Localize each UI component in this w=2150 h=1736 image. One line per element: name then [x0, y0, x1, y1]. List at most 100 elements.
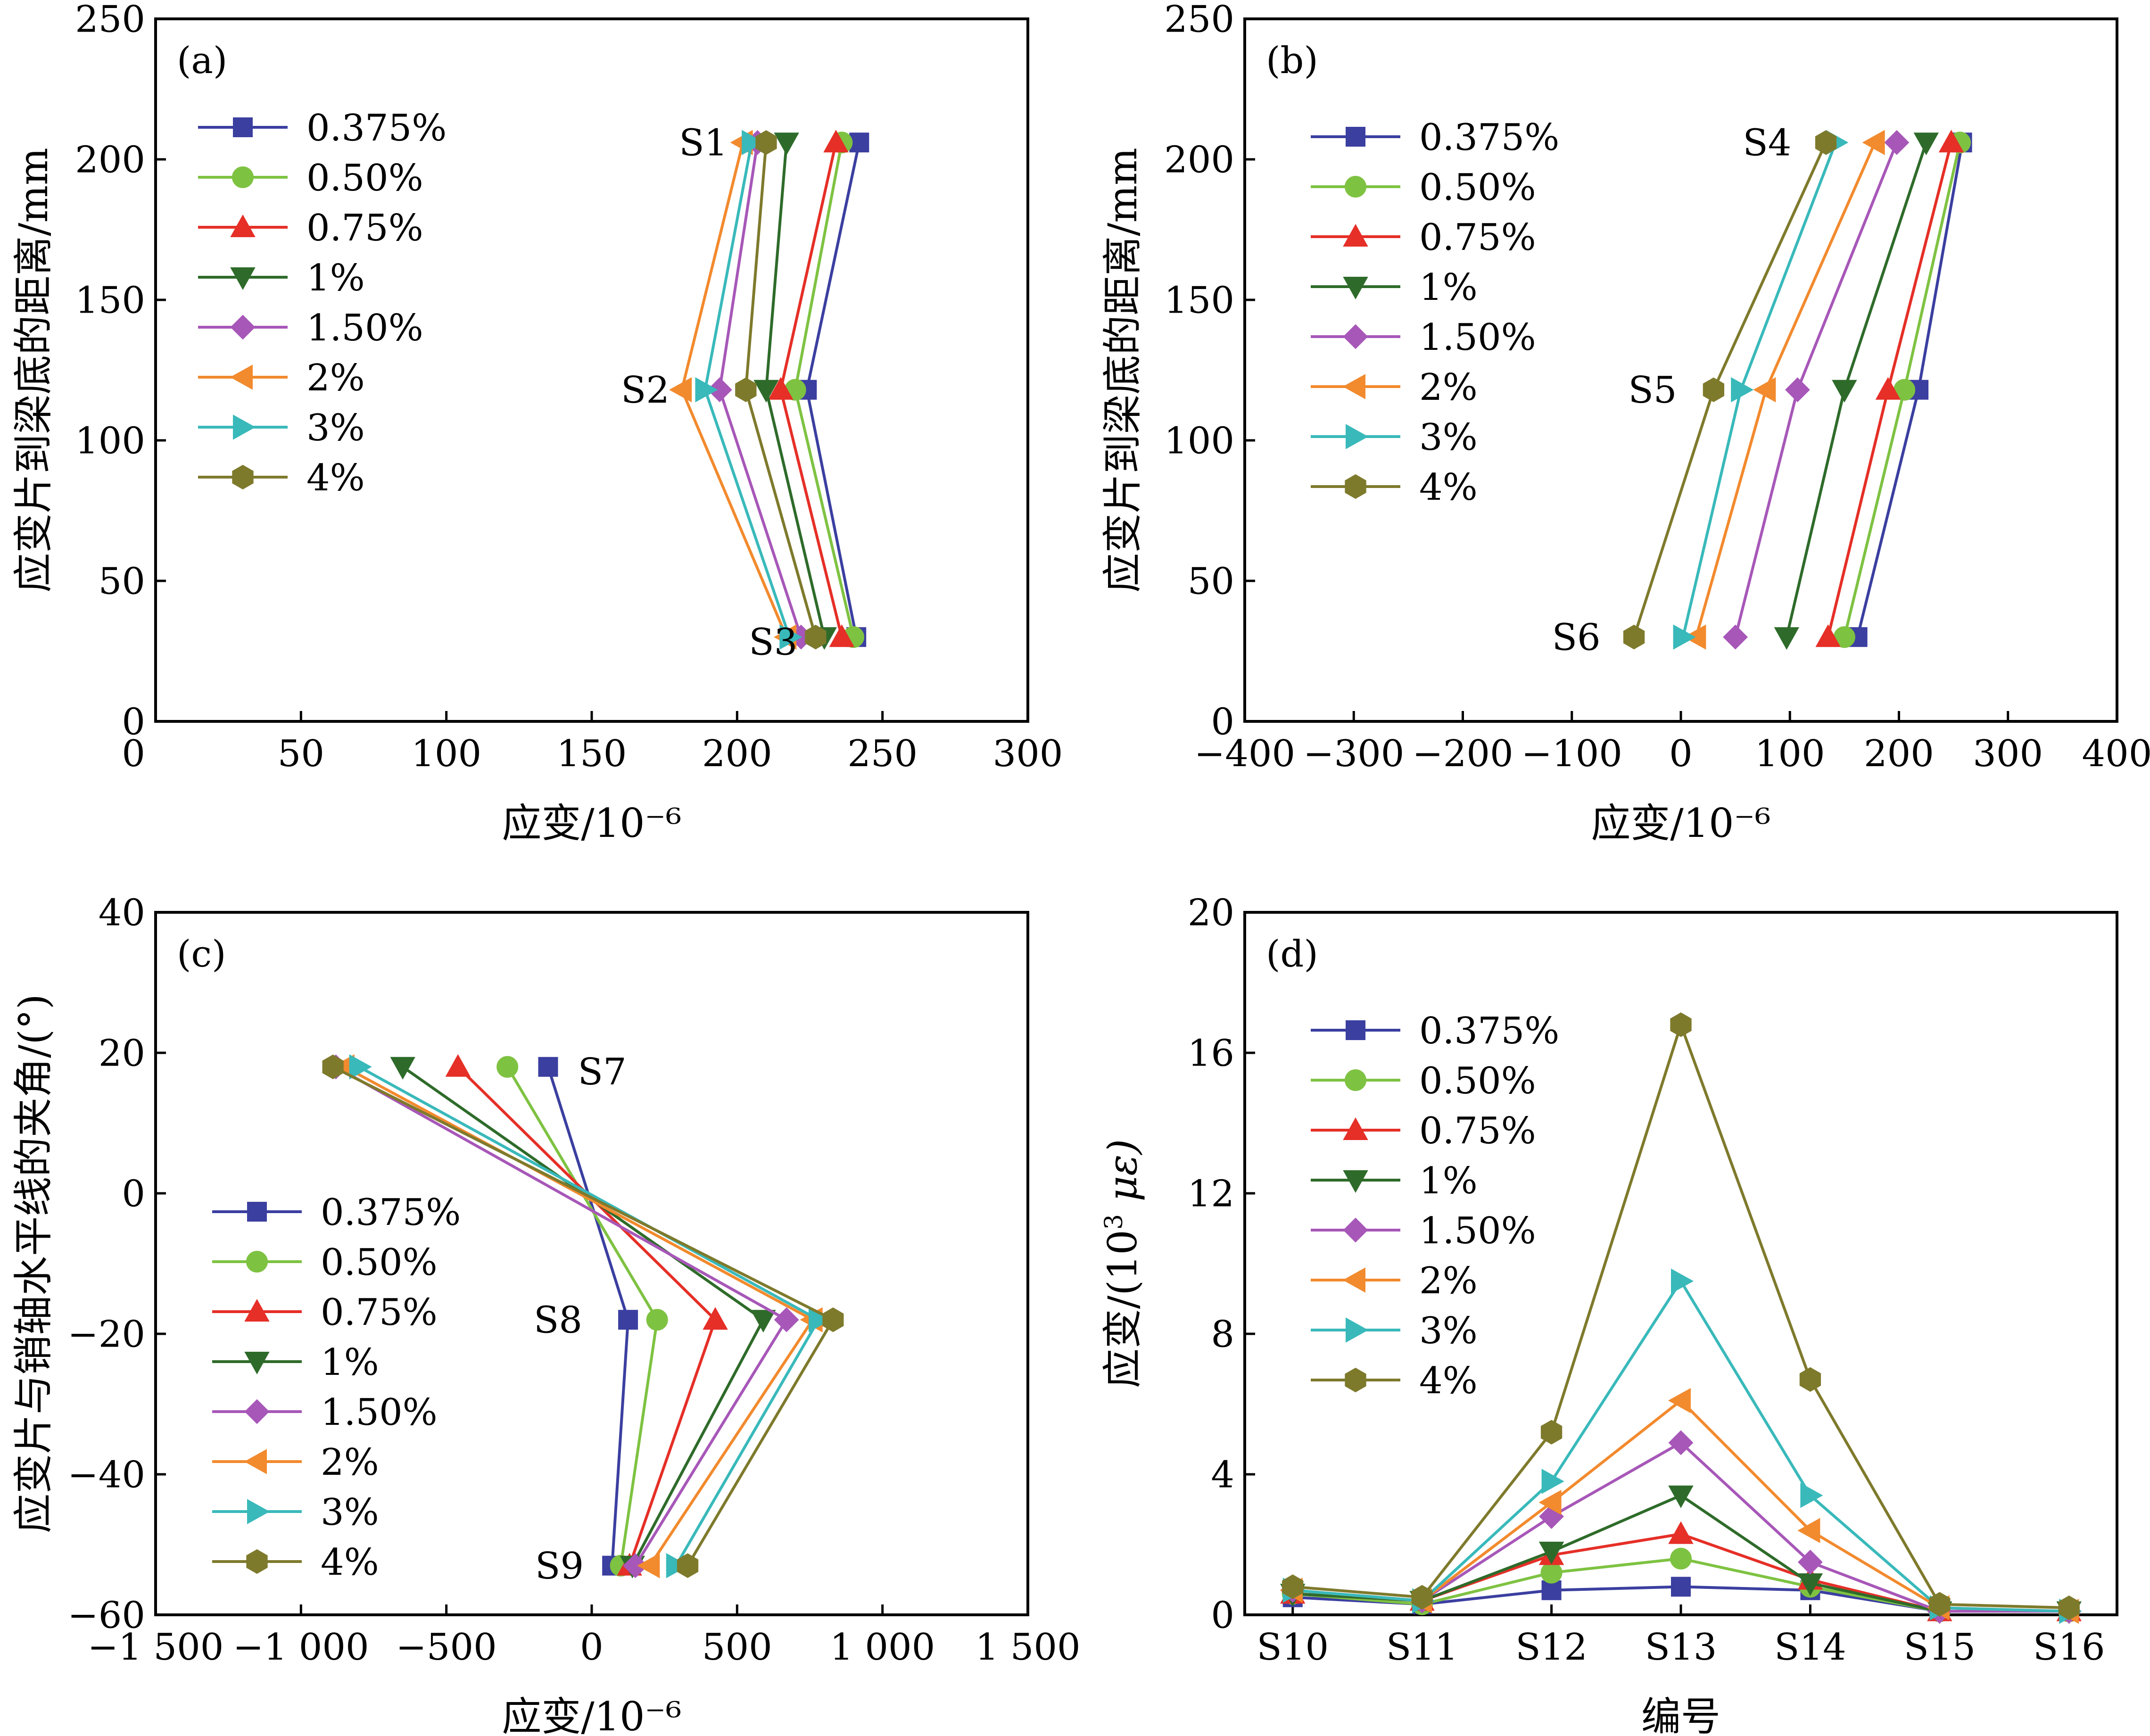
data-point [623, 1553, 648, 1579]
data-point [1798, 1549, 1823, 1575]
legend-entry: 4% [1311, 466, 1478, 509]
legend-entry: 2% [212, 1441, 379, 1484]
legend-label: 1% [1419, 1160, 1478, 1202]
legend-marker [1346, 127, 1365, 147]
x-tick-label: −300 [1303, 733, 1404, 775]
x-tick-label: 400 [2082, 733, 2150, 775]
x-tick-label: 50 [278, 733, 324, 775]
data-point [695, 377, 718, 403]
data-point [1411, 1585, 1433, 1610]
data-point [1671, 1268, 1694, 1294]
legend-entry: 0.75% [1311, 1110, 1536, 1152]
legend-marker [244, 1449, 267, 1474]
data-point [768, 377, 794, 400]
legend-label: 1% [321, 1341, 379, 1384]
legend-marker [246, 1251, 268, 1273]
y-tick-label: 40 [99, 892, 145, 934]
legend-entry: 4% [198, 457, 365, 499]
data-point [707, 377, 732, 403]
y-tick-label: 250 [75, 0, 145, 41]
legend-marker [230, 364, 253, 390]
y-tick-label: 0 [1211, 701, 1234, 743]
legend-entry: 0.50% [1311, 166, 1536, 209]
legend-label: 4% [1419, 1360, 1478, 1402]
legend-marker [230, 267, 256, 290]
legend-label: 1.50% [1419, 1210, 1536, 1252]
y-tick-label: 200 [75, 139, 145, 181]
legend-marker [1345, 176, 1366, 198]
legend-entry: 0.75% [198, 207, 423, 249]
data-point [1538, 1489, 1562, 1515]
y-tick-label: −60 [67, 1594, 145, 1637]
point-label: S3 [749, 621, 797, 664]
x-tick-label: S16 [2033, 1626, 2105, 1669]
x-tick-label: 1 500 [975, 1626, 1080, 1669]
y-axis-label: 应变/(103 με) [1100, 1139, 1146, 1388]
legend-marker [244, 1298, 270, 1322]
legend-label: 0.75% [1419, 1110, 1536, 1152]
legend-entry: 1.50% [198, 307, 423, 349]
data-point [1832, 380, 1857, 403]
data-point [1815, 130, 1837, 155]
data-point [1541, 1580, 1562, 1600]
data-point [637, 1553, 660, 1579]
chart-panel-a: 0 50 100 150 200 250 50 100 150 200 250 300 0 应变/10⁻⁶… [10, 0, 1063, 846]
data-point [1668, 1485, 1694, 1508]
legend-marker [246, 1549, 268, 1574]
point-label: S9 [535, 1545, 584, 1587]
legend-entry: 1.50% [212, 1391, 438, 1434]
series-0.50% [496, 1056, 668, 1577]
legend-marker [232, 464, 254, 490]
chart-panel-b: 0 50 100 150 200 250 −400 −300 −200 −100 0 100 200 30… [1100, 0, 2150, 846]
data-point [1540, 1562, 1563, 1584]
legend-label: 1.50% [321, 1391, 438, 1434]
legend-label: 0.50% [1419, 1060, 1536, 1102]
legend-entry: 1.50% [1311, 316, 1536, 359]
legend-label: 0.375% [306, 107, 447, 149]
y-tick-label: 100 [1164, 420, 1234, 462]
series-4% [1282, 1012, 2080, 1620]
series-0.75% [1815, 130, 1964, 647]
data-point [1875, 377, 1901, 400]
series-line [402, 1066, 765, 1567]
data-point [322, 1054, 344, 1079]
data-point [703, 1307, 728, 1330]
legend-marker [230, 214, 256, 237]
x-tick-label: S13 [1645, 1626, 1717, 1669]
legend: 0.375% 0.50% 0.75% 1% 1.50% 2% 3% 4% [1311, 116, 1559, 509]
point-label: S4 [1743, 122, 1791, 165]
legend-label: 0.50% [1419, 166, 1536, 209]
data-point [1668, 1388, 1691, 1414]
data-point [751, 1310, 776, 1333]
point-label: S5 [1629, 369, 1677, 412]
y-tick-label: −40 [67, 1454, 145, 1496]
data-point [1785, 377, 1810, 403]
data-point [1731, 377, 1754, 403]
legend-entry: 3% [198, 407, 365, 449]
data-point [1703, 377, 1725, 402]
data-point [1815, 624, 1841, 647]
data-point [496, 1056, 519, 1078]
point-label: S6 [1552, 617, 1601, 659]
legend-marker [247, 1499, 270, 1524]
data-point [779, 624, 802, 650]
data-point [1884, 130, 1910, 155]
data-point [1753, 377, 1776, 403]
data-point [1673, 624, 1696, 650]
x-tick-label: 300 [993, 733, 1063, 775]
chart-panel-c: −60 −40 −20 0 20 40 −1 500 −1 000 −500 0 500 1 000 1… [10, 892, 1081, 1736]
legend-label: 0.75% [1419, 216, 1536, 259]
legend-marker [244, 1399, 270, 1424]
legend-marker [233, 414, 256, 440]
data-point [1929, 1592, 1951, 1617]
data-point [735, 377, 757, 402]
series-4% [322, 1054, 844, 1578]
data-point [1540, 1420, 1563, 1445]
y-tick-label: 50 [1188, 560, 1234, 603]
y-tick-label: 100 [75, 420, 145, 462]
data-point [1668, 1521, 1694, 1544]
legend-label: 2% [1419, 366, 1478, 409]
data-point [755, 130, 777, 155]
y-tick-label: 4 [1211, 1454, 1234, 1496]
legend-marker [1345, 1367, 1366, 1393]
